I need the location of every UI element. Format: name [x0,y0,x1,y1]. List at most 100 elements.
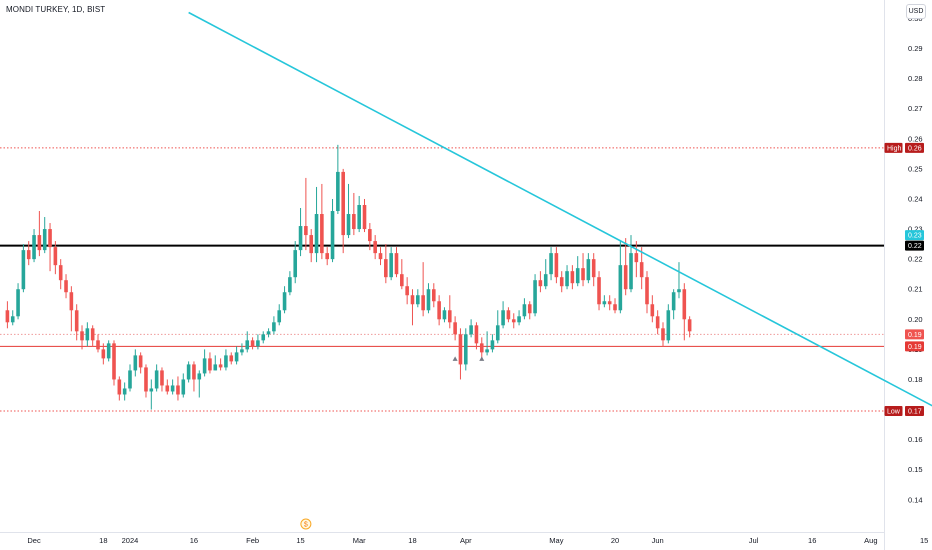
candle-body [447,310,452,323]
candle-body [538,280,543,287]
price-axis-background [884,0,932,550]
price-tags: High 0.26 0.23 0.22 0.19 0.19 Low 0.17 [884,142,924,417]
candle-body [176,385,180,395]
candle-body [122,388,127,395]
candle-body [282,292,287,311]
candle-body [618,265,623,311]
tag-high-name-bg [884,142,903,153]
candle-body [101,349,106,359]
candle-body [144,367,148,392]
candle-body [149,388,154,392]
candle-body [591,259,596,278]
candle-body [69,292,74,311]
candle-body [687,319,692,332]
candle-body [234,352,239,362]
candle-body [261,334,266,341]
candle-body [288,277,292,293]
candle-body [527,304,532,314]
candle-body [607,301,612,305]
dividend-event-icon[interactable] [300,518,312,530]
candle-body [639,262,644,278]
candle-body [5,310,10,323]
x-tick-label: 16 [808,536,816,545]
candle-body [352,214,356,230]
x-tick-label: Jul [749,536,759,545]
candle-body [682,289,687,320]
candle-body [96,340,100,350]
y-tick-label: 0.25 [908,164,923,173]
candle-body [517,316,521,323]
candle-body [165,385,170,392]
candle-body [373,241,377,254]
candle-body [213,364,218,371]
tag-low-value: 0.17 [908,409,922,416]
candle-body [112,343,116,380]
candle-body [581,268,585,281]
time-axis[interactable]: Dec 18 2024 16 Feb 15 Mar 18 Apr May 20 Jun Jul 16 Aug… [27,536,928,545]
x-tick-label: 20 [611,536,619,545]
candle-body [410,295,415,305]
candle-body [218,364,223,368]
x-tick-label: Apr [460,536,472,545]
x-tick-label: 18 [99,536,107,545]
candle-body [586,259,591,281]
candle-body [389,253,393,278]
tag-cyan-bg [905,230,924,241]
candle-body [511,319,516,323]
candle-body [250,340,255,347]
x-tick-label: Mar [353,536,366,545]
candle-body [384,259,388,278]
candle-body [357,204,361,230]
markers: $ [300,356,485,530]
y-tick-label: 0.26 [908,134,923,143]
tag-last-bg [905,329,924,340]
candle-body [495,325,500,341]
candle-body [437,301,441,320]
trendline[interactable] [188,11,932,439]
candle-body [42,229,47,251]
candle-body [16,289,20,317]
x-tick-label: Dec [27,536,41,545]
tag-last-value: 0.19 [908,332,922,339]
candlestick-series [5,144,692,410]
candle-body [613,304,617,311]
y-tick-label: 0.24 [908,194,923,203]
candle-body [160,370,164,386]
tag-low-name: Low [887,409,901,416]
tag-low-name-bg [884,406,903,417]
candle-body [565,271,569,287]
y-tick-label: 0.14 [908,495,923,504]
x-tick-label: May [549,536,563,545]
candle-body [181,379,186,395]
candle-body [394,253,399,275]
candle-body [501,310,505,326]
candle-body [463,334,468,365]
candle-body [421,295,425,311]
candle-body [474,325,479,344]
candle-body [645,277,649,305]
candle-body [85,328,90,341]
candle-body [575,268,580,284]
tag-support-bg [905,341,924,352]
candle-body [272,322,276,332]
candle-body [666,310,671,341]
candle-body [138,355,143,368]
candle-body [106,343,111,359]
candle-body [277,310,282,323]
x-tick-label: 15 [920,536,928,545]
chart-title: MONDI TURKEY, 1D, BIST [6,5,106,14]
triangle-marker [479,356,485,361]
candle-body [453,322,457,335]
candle-body [479,343,484,353]
candle-body [522,304,527,317]
x-tick-label: Feb [246,536,259,545]
candle-body [623,265,628,290]
tag-cyan-value: 0.23 [908,233,922,240]
currency-button[interactable]: USD [906,4,926,19]
y-tick-label: 0.21 [908,285,923,294]
y-tick-label: 0.29 [908,44,923,53]
candle-body [426,289,431,311]
candle-body [298,226,303,251]
tag-resistance-value: 0.22 [908,243,922,250]
